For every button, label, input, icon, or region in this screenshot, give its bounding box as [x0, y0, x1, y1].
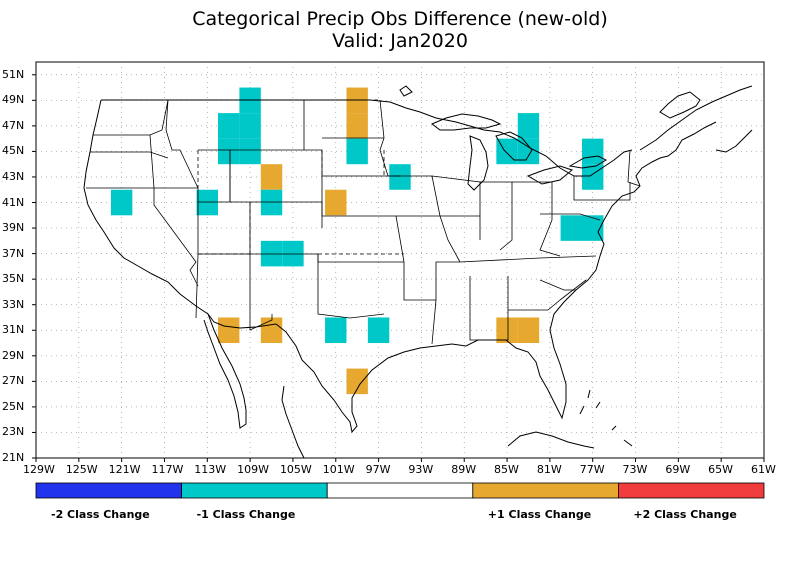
lat-tick-label: 41N — [2, 195, 25, 209]
difference-cell — [346, 138, 368, 165]
difference-cell — [582, 138, 604, 165]
lon-tick-label: 101W — [322, 463, 355, 476]
lon-tick-label: 61W — [751, 463, 776, 476]
great-lakes — [431, 113, 608, 191]
axis-ticks — [32, 74, 765, 462]
legend-swatch — [35, 482, 183, 499]
dashed-borders — [168, 99, 404, 255]
legend-label: -1 Class Change — [196, 508, 296, 521]
lon-tick-label: 105W — [279, 463, 312, 476]
lat-tick-label: 43N — [2, 169, 25, 183]
lon-tick-label: 77W — [579, 463, 605, 476]
lon-tick-label: 85W — [494, 463, 519, 476]
difference-cell — [239, 113, 261, 139]
lat-tick-label: 27N — [2, 374, 25, 388]
lon-tick-label: 109W — [237, 463, 269, 476]
map-subtitle: Valid: Jan2020 — [332, 30, 468, 52]
difference-cell — [517, 113, 540, 139]
grid-lines — [36, 62, 764, 458]
difference-cell — [367, 317, 390, 344]
legend-swatch — [472, 482, 619, 499]
legend-bar — [35, 482, 765, 499]
map-title: Categorical Precip Obs Difference (new-o… — [192, 8, 608, 30]
difference-cell — [496, 317, 518, 344]
lat-tick-label: 47N — [2, 118, 25, 132]
lat-tick-label: 21N — [2, 451, 25, 464]
difference-cell — [260, 164, 283, 190]
lon-tick-label: 117W — [151, 463, 184, 476]
lon-tick-label: 113W — [194, 463, 227, 476]
legend-label: -2 Class Change — [51, 508, 150, 521]
difference-cell — [325, 317, 347, 344]
lat-tick-label: 33N — [2, 297, 25, 311]
lat-tick-label: 37N — [2, 246, 25, 260]
difference-cell — [582, 215, 604, 241]
lon-tick-label: 97W — [365, 463, 391, 476]
lat-tick-label: 29N — [2, 348, 25, 362]
difference-cell — [260, 317, 283, 344]
lat-tick-label: 39N — [2, 221, 25, 235]
difference-cell — [218, 113, 240, 139]
lon-tick-label: 81W — [536, 463, 562, 476]
legend-label: +1 Class Change — [487, 508, 592, 521]
difference-cell — [325, 189, 347, 216]
difference-cell — [517, 138, 540, 165]
difference-cell — [560, 215, 582, 241]
lon-tick-label: 125W — [65, 463, 98, 476]
lat-tick-label: 51N — [2, 67, 25, 81]
difference-cell — [346, 368, 368, 395]
difference-cell — [239, 138, 261, 165]
difference-cell — [110, 189, 133, 216]
difference-cell — [218, 138, 240, 165]
lat-tick-label: 23N — [2, 425, 25, 439]
lon-tick-label: 89W — [451, 463, 477, 476]
difference-cell — [218, 317, 240, 344]
difference-cell — [260, 189, 283, 216]
difference-cell — [196, 189, 218, 216]
lon-tick-label: 73W — [622, 463, 648, 476]
lon-tick-label: 65W — [708, 463, 734, 476]
plot-frame — [35, 61, 765, 459]
lat-tick-label: 35N — [2, 272, 25, 286]
lat-tick-label: 49N — [2, 93, 25, 107]
legend-swatch — [326, 482, 474, 499]
legend-swatch — [181, 482, 328, 499]
lat-tick-label: 25N — [2, 399, 25, 413]
difference-cell — [346, 113, 368, 139]
state-borders — [86, 99, 641, 345]
lat-tick-label: 45N — [2, 144, 25, 158]
difference-cell — [517, 317, 540, 344]
lon-tick-label: 93W — [408, 463, 434, 476]
lon-tick-label: 121W — [108, 463, 141, 476]
lon-tick-label: 129W — [23, 463, 55, 476]
legend-label: +2 Class Change — [633, 508, 737, 521]
legend-swatch — [618, 482, 765, 499]
coastline — [83, 85, 753, 459]
difference-cell — [389, 164, 411, 190]
lon-tick-label: 69W — [665, 463, 691, 476]
lat-tick-label: 31N — [2, 323, 25, 337]
